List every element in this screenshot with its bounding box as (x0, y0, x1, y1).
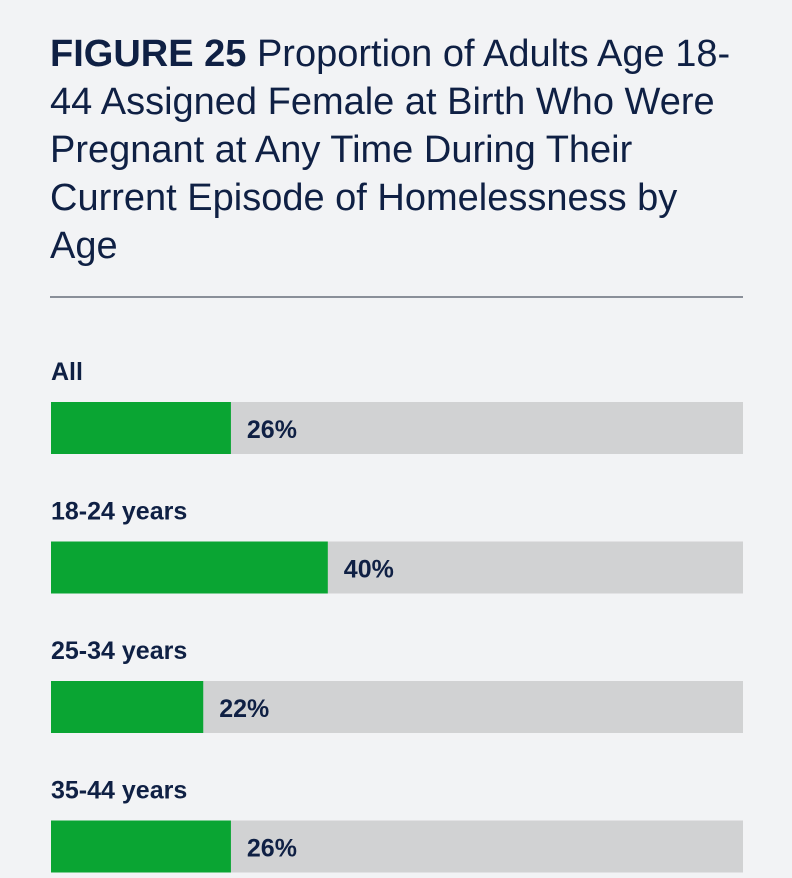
category-label-35-44-years: 35-44 years (51, 777, 187, 805)
value-label-18-24-years: 40% (344, 556, 394, 584)
title-divider (50, 296, 743, 298)
figure-title-text: Proportion of Adults Age 18-44 Assigned … (50, 33, 731, 267)
bar-18-24-years (51, 541, 328, 594)
bar-35-44-years (51, 820, 231, 873)
category-label-18-24-years: 18-24 years (51, 498, 187, 526)
value-label-all: 26% (247, 416, 297, 444)
bar-25-34-years (51, 681, 204, 733)
category-label-all: All (51, 358, 83, 386)
figure-title: FIGURE 25 Proportion of Adults Age 18-44… (50, 30, 750, 270)
bar-all (51, 402, 231, 454)
value-label-25-34-years: 22% (219, 695, 269, 723)
value-label-35-44-years: 26% (247, 835, 297, 863)
figure-number: FIGURE 25 (50, 33, 247, 75)
category-label-25-34-years: 25-34 years (51, 637, 187, 665)
